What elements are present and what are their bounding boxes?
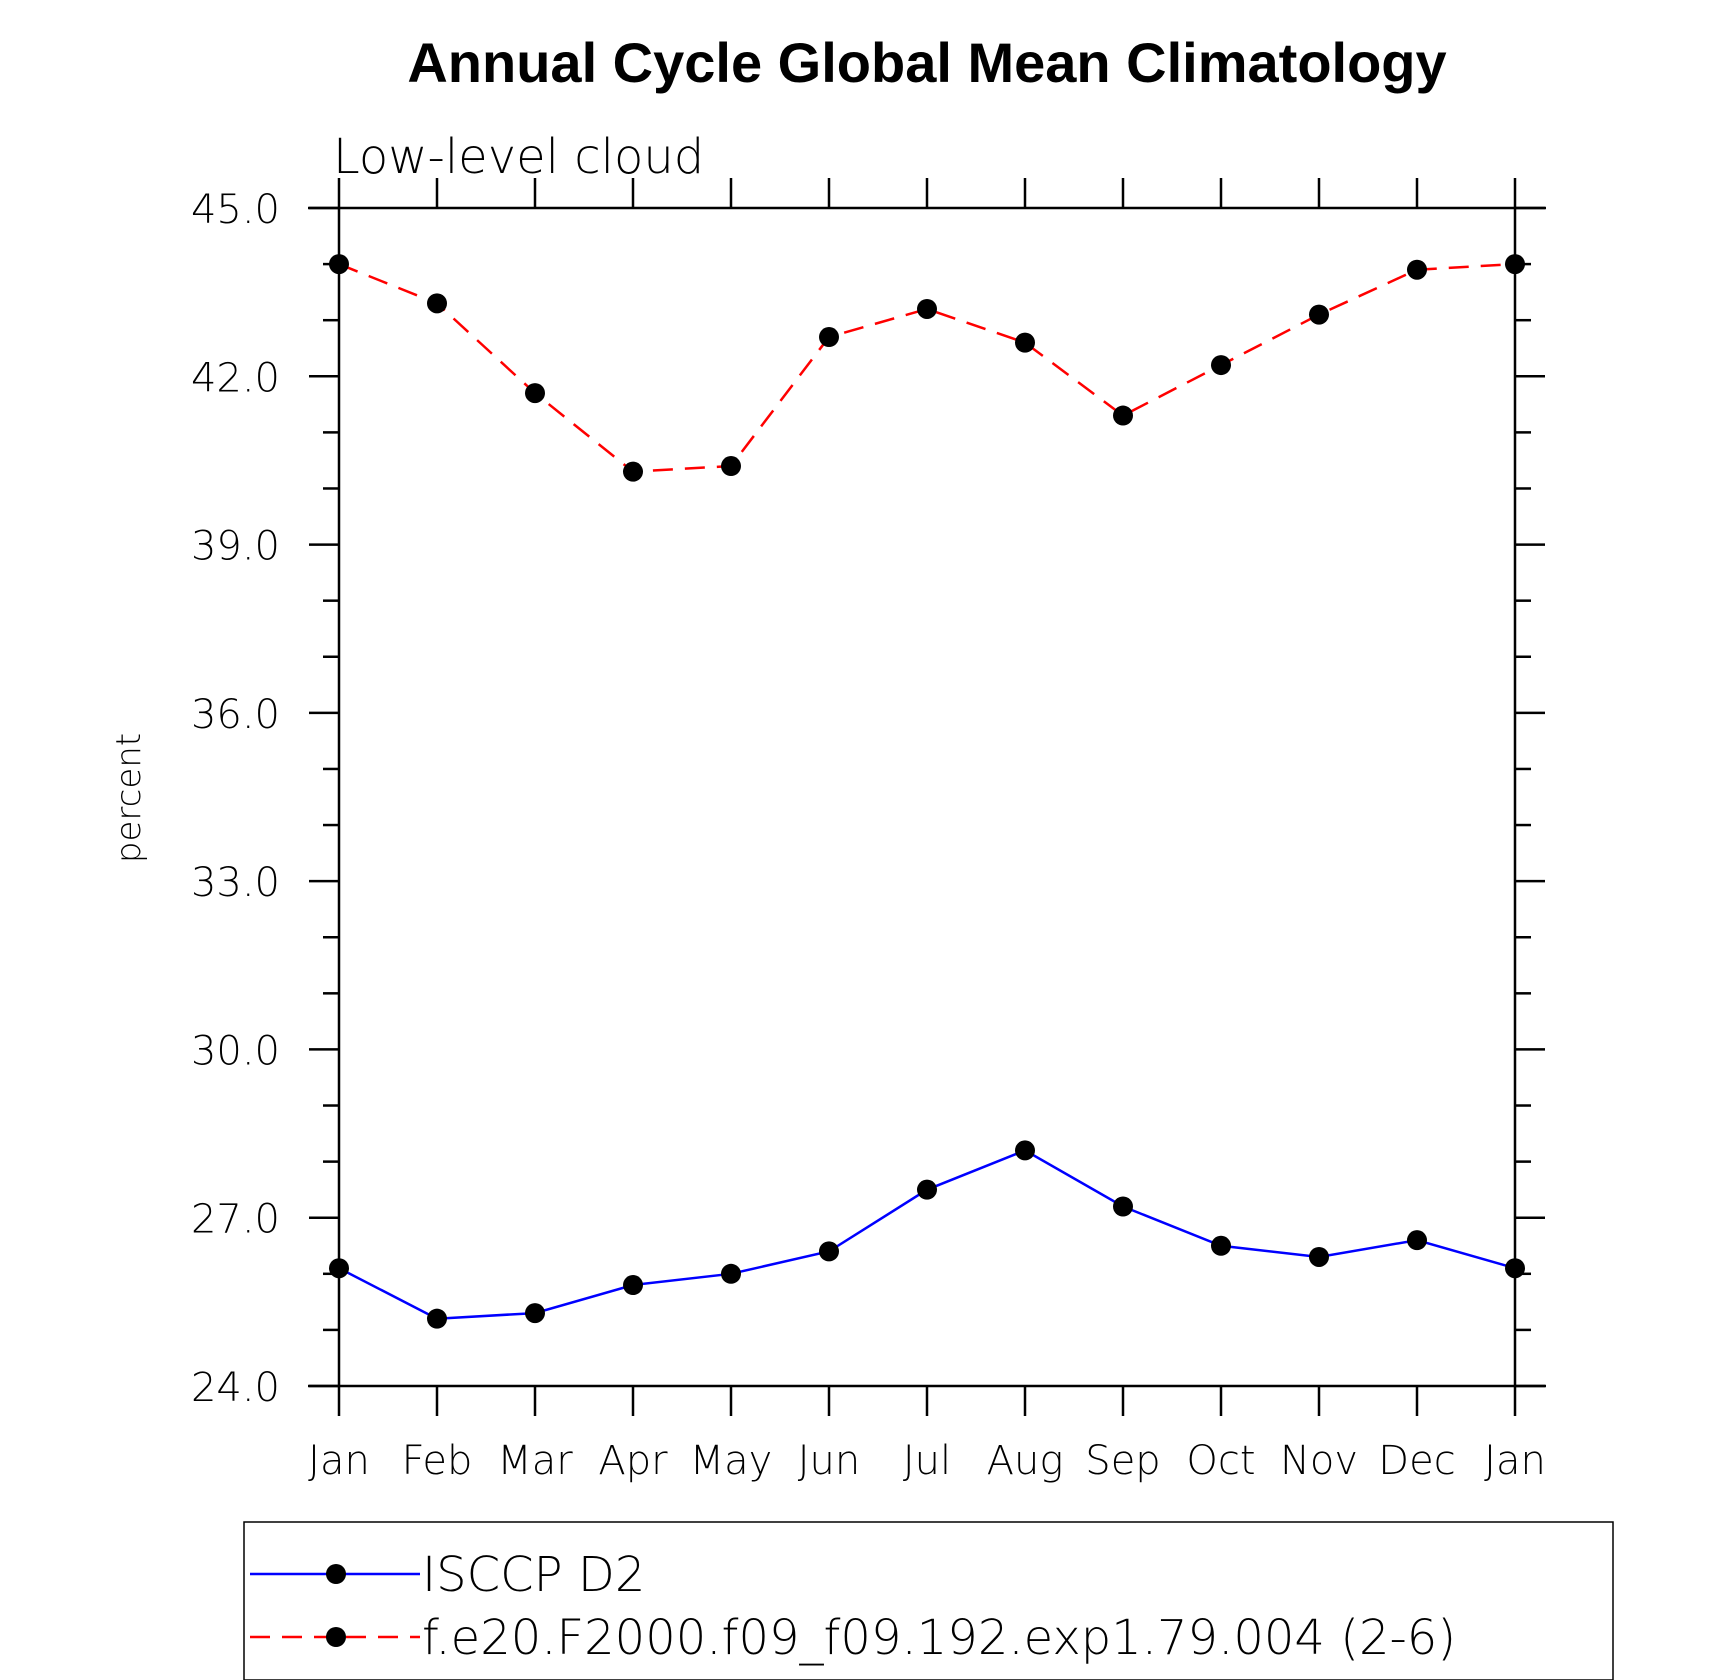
series-1-point [721,1263,741,1284]
legend-label-2: f.e20.F2000.f09_f09.192.exp1.79.004 (2-6… [422,1610,1456,1666]
y-tick-label: 27.0 [191,1197,280,1243]
series-2-point [1309,304,1329,325]
series-1-point [1015,1140,1035,1161]
y-tick-label: 24.0 [191,1365,280,1411]
series-2-point [623,461,643,482]
series-line-1 [338,1149,1516,1320]
series-1-point [623,1275,643,1296]
x-tick-label: Feb [402,1438,473,1484]
series-1-point [1309,1246,1329,1267]
x-tick-label: Nov [1280,1438,1358,1484]
series-1-point [1113,1196,1133,1217]
legend-marker-2 [326,1627,346,1647]
y-tick-label: 36.0 [191,692,280,738]
tick-labels: 24.0 27.0 30.0 33.0 36.0 39.0 42.0 45.0 Jan Feb Ma… [191,187,1546,1484]
series-2-point [427,293,447,314]
y-axis-label: percent [109,733,149,863]
axis-ticks [309,178,1545,1416]
series-2-point [1211,355,1231,376]
series-2-point [917,298,937,319]
x-tick-label: May [690,1438,773,1484]
series-line-2 [338,262,1516,473]
series-1-point [427,1308,447,1329]
series-1-point [525,1303,545,1324]
x-tick-label: Jul [903,1438,951,1484]
series-1-point [1407,1230,1427,1251]
series-2-point [525,383,545,404]
x-tick-label: Mar [497,1438,573,1484]
series-1-point [1211,1235,1231,1256]
x-tick-label: Dec [1378,1438,1455,1484]
y-tick-label: 33.0 [191,860,280,906]
y-tick-label: 45.0 [191,187,280,233]
series-2-point [1015,332,1035,353]
x-tick-label: Oct [1186,1438,1255,1484]
x-tick-label: Jan [1484,1438,1546,1484]
axes [308,206,1546,1388]
series-1-point [819,1241,839,1262]
legend-marker-1 [326,1564,346,1584]
series-2-point [1407,259,1427,280]
series-2-point [1113,405,1133,426]
series-2-point [721,456,741,477]
legend-label-1: ISCCP D2 [422,1547,645,1603]
series-1-point [329,1258,349,1279]
legend-box [243,1521,1614,1680]
x-tick-label: Apr [598,1438,668,1484]
series-2-point [819,327,839,348]
data-series [329,254,1525,1329]
chart-subtitle: Low-level cloud [333,129,704,185]
series-2-point [329,254,349,275]
x-tick-label: Jun [798,1438,861,1484]
series-2-point [1505,254,1525,275]
y-tick-label: 30.0 [191,1028,280,1074]
x-tick-label: Jan [308,1438,370,1484]
x-tick-label: Sep [1085,1438,1160,1484]
x-tick-label: Aug [987,1438,1064,1484]
series-1-point [1505,1258,1525,1279]
legend: ISCCP D2 f.e20.F2000.f09_f09.192.exp1.79.… [243,1521,1614,1680]
y-tick-label: 42.0 [191,355,280,401]
series-1-point [917,1179,937,1200]
y-tick-label: 39.0 [191,524,280,570]
chart-title: Annual Cycle Global Mean Climatology [407,31,1446,94]
